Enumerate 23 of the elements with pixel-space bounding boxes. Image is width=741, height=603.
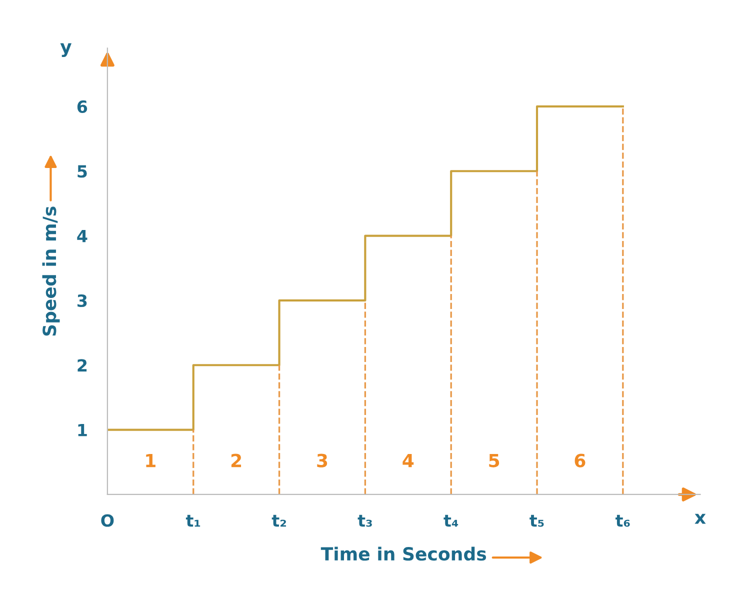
- y-tick-label: 6: [77, 100, 88, 114]
- annotation: 6: [574, 454, 586, 468]
- x-tick-label: O: [101, 514, 114, 527]
- y-tick-label: 4: [77, 230, 88, 242]
- x-tick-label: t₄: [444, 514, 458, 527]
- x-tick-label: t₆: [616, 514, 630, 527]
- y-axis-title: Speed in m/s: [42, 206, 60, 336]
- annotation: 2: [231, 454, 242, 468]
- y-tick-label: 5: [78, 165, 87, 178]
- x-axis-title: Time in Seconds: [320, 546, 486, 561]
- y-tick-label: 1: [78, 424, 87, 436]
- x-tick-label: t₃: [358, 514, 372, 527]
- annotation: 5: [489, 454, 500, 468]
- annotation: 4: [402, 454, 414, 468]
- x-tick-label: t₅: [530, 514, 544, 527]
- x-tick-label: t₂: [272, 514, 286, 527]
- text: y: [60, 43, 72, 57]
- y-tick-label: 3: [78, 294, 87, 308]
- x-tick-label: t₁: [186, 514, 200, 527]
- text: x: [694, 514, 706, 524]
- annotation: 3: [317, 454, 328, 468]
- annotation: 1: [146, 454, 156, 468]
- y-tick-label: 2: [78, 359, 87, 372]
